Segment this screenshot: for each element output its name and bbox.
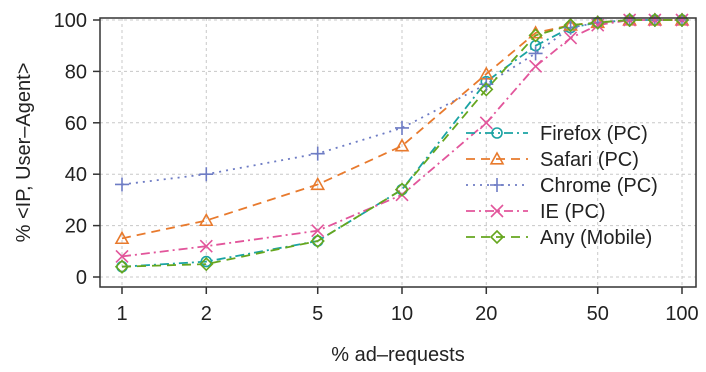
data-point: [563, 18, 578, 33]
legend-label: Safari (PC): [540, 149, 639, 171]
data-point: [114, 230, 130, 245]
axis-ticks: 1 2 5 10 20 50 100 0 20 40 60 80 100: [54, 10, 699, 325]
legend: Firefox (PC) Safari (PC) Chrome (PC) IE (PC…: [466, 123, 658, 249]
plot-frame: [99, 17, 697, 288]
data-point: [564, 31, 578, 45]
y-tick-label: 100: [54, 10, 87, 32]
series-lines: [121, 19, 682, 268]
y-axis-title: % <IP, User–Agent>: [13, 63, 35, 243]
data-point: [199, 257, 214, 272]
data-point: [590, 15, 605, 30]
data-point: [479, 82, 494, 97]
legend-marker: [489, 229, 505, 245]
data-point: [310, 176, 326, 191]
x-tick-label: 5: [312, 303, 323, 325]
data-point: [563, 20, 578, 35]
legend-label: Firefox (PC): [540, 123, 648, 145]
y-tick-label: 0: [76, 267, 87, 289]
data-point: [310, 233, 325, 249]
x-tick-label: 2: [201, 303, 212, 325]
legend-label: Chrome (PC): [540, 175, 658, 197]
data-point: [623, 13, 637, 27]
data-point: [394, 138, 410, 152]
data-point: [311, 224, 325, 238]
legend-marker: [490, 204, 504, 218]
data-point: [200, 255, 213, 268]
x-tick-label: 1: [116, 303, 127, 325]
data-point: [114, 259, 130, 274]
data-point: [115, 249, 129, 264]
legend-label: Any (Mobile): [540, 227, 652, 249]
data-point: [648, 13, 662, 27]
y-tick-label: 80: [65, 61, 87, 83]
legend-marker: [491, 127, 503, 139]
data-point: [199, 239, 213, 253]
x-tick-label: 100: [665, 303, 698, 325]
series-markers: [114, 12, 690, 274]
data-point: [479, 116, 493, 130]
x-axis-title: % ad–requests: [331, 344, 464, 366]
data-point: [198, 212, 214, 227]
y-tick-label: 60: [65, 113, 87, 135]
legend-marker: [490, 178, 504, 192]
data-point: [528, 28, 543, 43]
series-line: [121, 19, 682, 268]
y-tick-label: 40: [65, 164, 87, 186]
data-point: [675, 13, 689, 27]
legend-label: IE (PC): [540, 201, 606, 223]
x-tick-label: 10: [391, 303, 413, 325]
data-point: [394, 182, 410, 197]
x-tick-label: 20: [475, 303, 497, 325]
data-point: [115, 177, 129, 192]
data-point: [528, 46, 543, 61]
data-point: [529, 59, 543, 73]
data-point: [395, 120, 409, 135]
y-tick-label: 20: [65, 216, 87, 238]
data-point: [310, 146, 325, 161]
data-point: [199, 167, 214, 182]
legend-marker: [489, 151, 505, 165]
x-tick-label: 50: [587, 303, 609, 325]
series-line: [121, 19, 682, 268]
